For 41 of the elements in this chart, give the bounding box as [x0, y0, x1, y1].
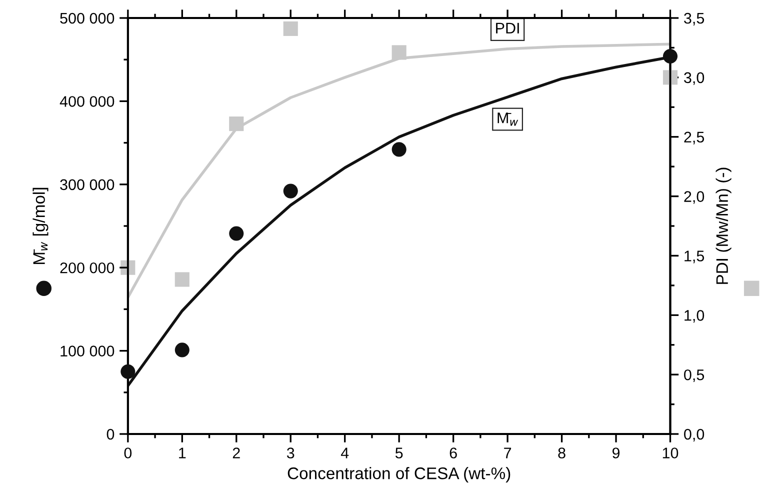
- y2-tick-label: 3,0: [684, 72, 704, 85]
- point: [174, 342, 190, 358]
- point: [120, 364, 136, 379]
- y2-tick-label: 0,5: [684, 369, 704, 382]
- y-axis-title: M̄$_{w}$ [g/mol]: [32, 188, 48, 264]
- x-tick-label: 0: [124, 448, 132, 458]
- x-tick-label: 8: [558, 448, 566, 458]
- y2-tick-label: 0,0: [684, 428, 704, 442]
- point: [174, 272, 190, 287]
- y2-axis-title: PDI (Mw/Mn) (-): [716, 168, 732, 284]
- x-tick-label: 4: [340, 448, 349, 458]
- point: [229, 116, 244, 132]
- y2-tick-label: 3,5: [684, 12, 704, 26]
- x-tick-label: 7: [504, 448, 512, 458]
- point: [283, 21, 298, 36]
- y2-tick-label: 1,0: [684, 310, 704, 323]
- y-tick-label: 200 000: [60, 262, 114, 274]
- y-tick-label: 100 000: [60, 346, 114, 356]
- x-tick-label: 5: [395, 448, 403, 458]
- point: [283, 184, 298, 198]
- series-label: PDI: [496, 22, 519, 34]
- x-tick-label: 1: [179, 448, 186, 458]
- y-tick-label: 400 000: [60, 96, 114, 107]
- x-tick-label: 9: [612, 448, 620, 458]
- x-tick-label: 2: [232, 448, 240, 458]
- y-tick-label: 500 000: [60, 12, 114, 24]
- y-tick-label: 300 000: [60, 179, 114, 190]
- x-tick-label: 3: [286, 448, 294, 458]
- y2-tick-label: 1,5: [684, 250, 704, 264]
- y-tick-label: 0: [106, 428, 114, 440]
- x-axis-title: Concentration of CESA (wt-%): [288, 466, 510, 483]
- point: [662, 48, 678, 64]
- point: [229, 226, 244, 241]
- x-tick-label: 6: [450, 448, 457, 458]
- x-tick-label: 10: [662, 448, 678, 458]
- line-series: [128, 42, 670, 299]
- point: [392, 45, 406, 60]
- y2-tick-label: 2,0: [684, 191, 704, 204]
- point: [392, 142, 406, 157]
- y2-tick-label: 2,5: [684, 132, 704, 144]
- series-label: M̄$_{w}$: [498, 112, 518, 126]
